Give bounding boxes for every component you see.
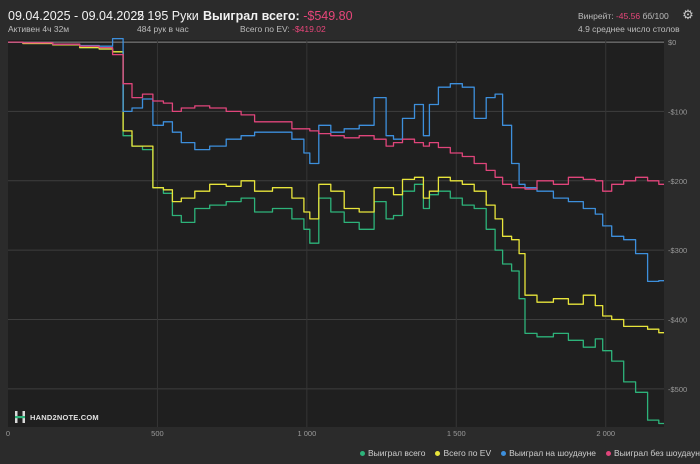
winrate-value: -45.56 — [615, 11, 641, 21]
hands-count: 2 195 Руки — [137, 9, 199, 23]
date-range: 09.04.2025 - 09.04.2025 — [8, 9, 145, 23]
winrate-unit: бб/100 — [642, 11, 669, 21]
legend-item-won-total[interactable]: Выиграл всего — [360, 446, 425, 460]
series-line-2 — [8, 37, 664, 283]
y-tick-label: -$300 — [668, 246, 687, 255]
active-time: Активен 4ч 32м — [8, 24, 70, 34]
watermark-text: HAND2NOTE.COM — [30, 412, 99, 422]
series-line-1 — [8, 41, 664, 334]
legend-dot-icon — [435, 450, 441, 456]
y-tick-label: $0 — [668, 38, 676, 47]
x-tick-label: 1 500 — [447, 429, 466, 438]
plot-area — [8, 40, 664, 427]
hands-per-hour: 484 рук в час — [137, 24, 189, 34]
legend: Выиграл всего Всего по EV Выиграл на шоу… — [360, 446, 700, 460]
series-line-3 — [8, 41, 664, 192]
ev-total-label: Всего по EV: — [240, 24, 290, 34]
legend-item-non-showdown[interactable]: Выиграл без шоудауна — [606, 446, 700, 460]
won-total: Выиграл всего: -$549.80 — [203, 9, 353, 23]
winrate-label: Винрейт: — [578, 11, 614, 21]
legend-label: Всего по EV — [443, 448, 492, 458]
y-tick-label: -$100 — [668, 107, 687, 116]
y-tick-label: -$500 — [668, 385, 687, 394]
gear-icon[interactable]: ⚙ — [682, 7, 694, 22]
winrate: Винрейт: -45.56 бб/100 — [578, 11, 669, 21]
legend-item-showdown[interactable]: Выиграл на шоудауне — [501, 446, 596, 460]
y-tick-label: -$400 — [668, 316, 687, 325]
legend-label: Выиграл без шоудауна — [614, 448, 700, 458]
ev-total: Всего по EV: -$419.02 — [240, 24, 326, 34]
won-total-label: Выиграл всего: — [203, 9, 300, 23]
x-tick-label: 500 — [151, 429, 164, 438]
legend-label: Выиграл всего — [368, 448, 426, 458]
x-tick-label: 1 000 — [297, 429, 316, 438]
x-tick-label: 2 000 — [596, 429, 615, 438]
legend-dot-icon — [501, 450, 507, 456]
legend-item-ev-total[interactable]: Всего по EV — [435, 446, 491, 460]
legend-label: Выиграл на шоудауне — [509, 448, 597, 458]
won-total-value: -$549.80 — [303, 9, 353, 23]
y-tick-label: -$200 — [668, 177, 687, 186]
legend-dot-icon — [606, 450, 612, 456]
avg-tables: 4.9 среднее число столов — [578, 24, 680, 34]
header: 09.04.2025 - 09.04.2025 Активен 4ч 32м 2… — [0, 0, 700, 40]
watermark: HAND2NOTE.COM — [14, 410, 99, 424]
x-tick-label: 0 — [6, 429, 10, 438]
ev-total-value: -$419.02 — [292, 24, 326, 34]
hand2note-logo-icon — [14, 410, 26, 424]
legend-dot-icon — [360, 450, 365, 456]
